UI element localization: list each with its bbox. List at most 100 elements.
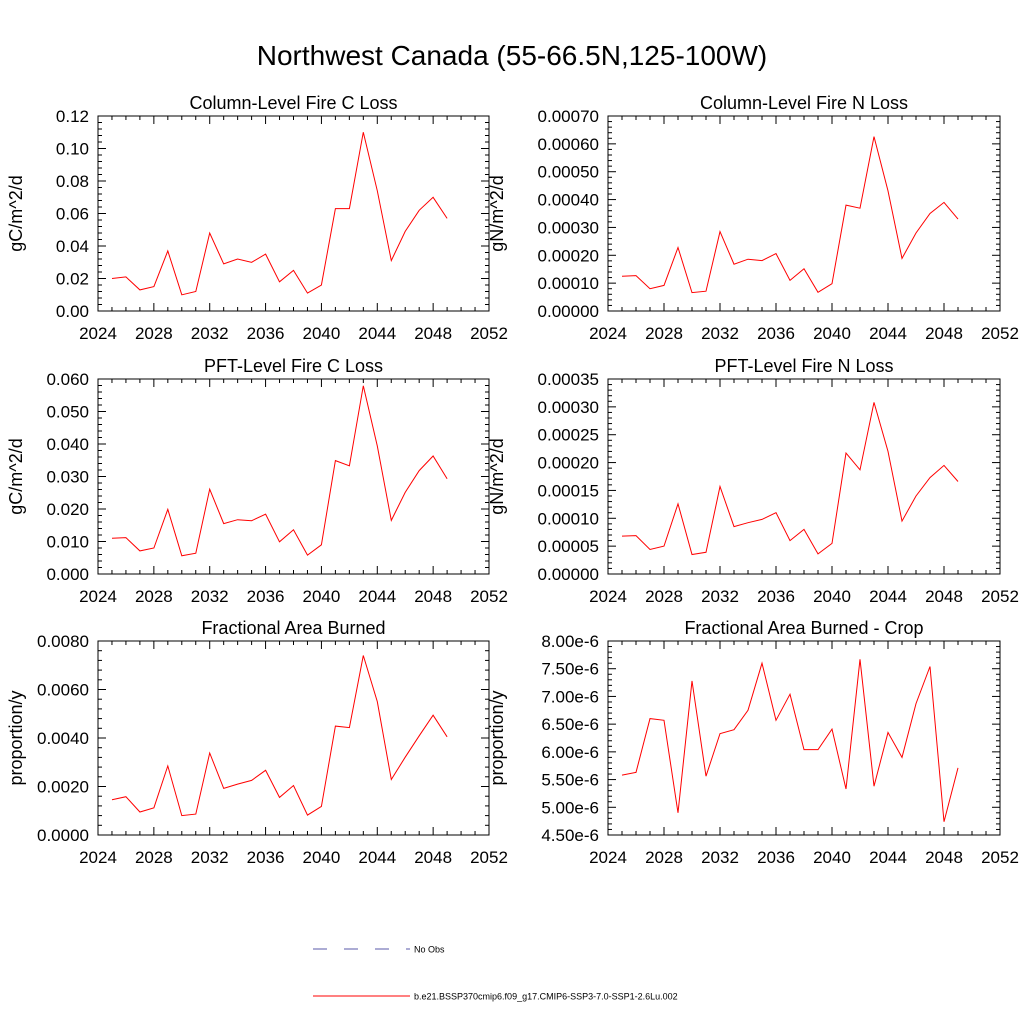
x-tick-label: 2024 xyxy=(79,587,117,606)
y-tick-label: 0.00060 xyxy=(538,135,599,154)
plot-frame xyxy=(97,115,490,312)
x-tick-label: 2028 xyxy=(645,848,683,867)
y-tick-label: 0.00050 xyxy=(538,163,599,182)
chart-title: Fractional Area Burned - Crop xyxy=(684,618,923,638)
y-tick-label: 8.00e-6 xyxy=(541,632,599,651)
chart-title: Fractional Area Burned xyxy=(201,618,385,638)
x-tick-label: 2040 xyxy=(813,848,851,867)
y-axis-label: gC/m^2/d xyxy=(6,175,26,251)
chart-panel-1: 2024 2028 2032 2036 2040 2044 2048 2052 0.00000 0… xyxy=(487,93,1019,343)
x-tick-label: 2052 xyxy=(981,324,1019,343)
y-tick-label: 0.00030 xyxy=(538,398,599,417)
chart-title: Column-Level Fire N Loss xyxy=(700,93,908,113)
y-tick-label: 0.00 xyxy=(56,302,89,321)
x-tick-label: 2052 xyxy=(470,848,508,867)
y-tick-label: 0.0040 xyxy=(37,729,89,748)
y-tick-label: 0.0020 xyxy=(37,778,89,797)
x-tick-label: 2036 xyxy=(247,587,285,606)
chart-title: PFT-Level Fire C Loss xyxy=(204,356,383,376)
x-tick-label: 2036 xyxy=(757,848,795,867)
x-tick-label: 2028 xyxy=(135,848,173,867)
y-tick-label: 7.00e-6 xyxy=(541,687,599,706)
x-tick-label: 2032 xyxy=(191,848,229,867)
x-tick-label: 2044 xyxy=(869,848,907,867)
x-tick-label: 2040 xyxy=(813,587,851,606)
y-tick-label: 5.50e-6 xyxy=(541,771,599,790)
x-tick-label: 2024 xyxy=(589,848,627,867)
y-tick-label: 0.030 xyxy=(46,468,89,487)
y-tick-label: 0.050 xyxy=(46,403,89,422)
x-tick-label: 2028 xyxy=(135,324,173,343)
series-line xyxy=(111,132,448,296)
chart-panel-4: 2024 2028 2032 2036 2040 2044 2048 2052 0.0000 0.… xyxy=(6,618,508,867)
y-axis-label: gC/m^2/d xyxy=(6,438,26,514)
x-tick-label: 2040 xyxy=(303,587,341,606)
series-line xyxy=(621,659,959,822)
y-tick-label: 0.020 xyxy=(46,500,89,519)
y-tick-label: 0.000 xyxy=(46,565,89,584)
y-tick-label: 0.04 xyxy=(56,237,89,256)
chart-title: PFT-Level Fire N Loss xyxy=(714,356,893,376)
y-tick-label: 7.50e-6 xyxy=(541,660,599,679)
x-tick-label: 2024 xyxy=(589,324,627,343)
x-tick-label: 2044 xyxy=(358,848,396,867)
x-tick-label: 2048 xyxy=(414,324,452,343)
x-tick-label: 2032 xyxy=(701,324,739,343)
x-tick-label: 2052 xyxy=(981,587,1019,606)
x-tick-label: 2032 xyxy=(191,324,229,343)
y-tick-label: 0.08 xyxy=(56,172,89,191)
y-tick-label: 0.00005 xyxy=(538,537,599,556)
y-tick-label: 0.00070 xyxy=(538,107,599,126)
series-line xyxy=(111,385,448,557)
chart-panel-3: 2024 2028 2032 2036 2040 2044 2048 2052 0.00000 0… xyxy=(487,356,1019,606)
chart-panel-0: 2024 2028 2032 2036 2040 2044 2048 2052 0.00 0.02… xyxy=(6,93,508,343)
y-tick-label: 0.12 xyxy=(56,107,89,126)
y-axis-label: proportion/y xyxy=(6,690,26,785)
chart-title: Column-Level Fire C Loss xyxy=(189,93,397,113)
y-tick-label: 0.010 xyxy=(46,533,89,552)
x-tick-label: 2032 xyxy=(701,587,739,606)
y-tick-label: 0.0080 xyxy=(37,632,89,651)
chart-panel-2: 2024 2028 2032 2036 2040 2044 2048 2052 0.000 0.0… xyxy=(6,356,508,606)
y-tick-label: 0.00035 xyxy=(538,370,599,389)
y-tick-label: 4.50e-6 xyxy=(541,826,599,845)
y-axis-label: proportion/y xyxy=(487,690,507,785)
x-tick-label: 2040 xyxy=(303,324,341,343)
x-tick-label: 2044 xyxy=(358,587,396,606)
x-tick-label: 2036 xyxy=(247,324,285,343)
y-axis-label: gN/m^2/d xyxy=(487,175,507,251)
x-tick-label: 2028 xyxy=(645,587,683,606)
y-tick-label: 0.00015 xyxy=(538,481,599,500)
x-tick-label: 2032 xyxy=(191,587,229,606)
y-tick-label: 0.00000 xyxy=(538,565,599,584)
x-tick-label: 2028 xyxy=(645,324,683,343)
x-tick-label: 2052 xyxy=(470,324,508,343)
y-tick-label: 0.00020 xyxy=(538,454,599,473)
y-tick-label: 0.00010 xyxy=(538,274,599,293)
y-axis-label: gN/m^2/d xyxy=(487,438,507,514)
y-tick-label: 0.00000 xyxy=(538,302,599,321)
x-tick-label: 2024 xyxy=(589,587,627,606)
x-tick-label: 2044 xyxy=(869,324,907,343)
y-tick-label: 6.00e-6 xyxy=(541,743,599,762)
y-tick-label: 0.02 xyxy=(56,270,89,289)
x-tick-label: 2036 xyxy=(757,587,795,606)
x-tick-label: 2044 xyxy=(358,324,396,343)
y-tick-label: 6.50e-6 xyxy=(541,715,599,734)
x-tick-label: 2048 xyxy=(925,324,963,343)
x-tick-label: 2048 xyxy=(414,587,452,606)
y-tick-label: 0.00010 xyxy=(538,509,599,528)
x-tick-label: 2024 xyxy=(79,324,117,343)
x-tick-label: 2036 xyxy=(247,848,285,867)
series-line xyxy=(621,402,959,556)
y-tick-label: 0.040 xyxy=(46,435,89,454)
y-tick-label: 0.060 xyxy=(46,370,89,389)
plot-frame xyxy=(97,640,490,836)
plot-frame xyxy=(607,115,1001,312)
y-tick-label: 0.00025 xyxy=(538,426,599,445)
y-tick-label: 0.00040 xyxy=(538,191,599,210)
page-title: Northwest Canada (55-66.5N,125-100W) xyxy=(256,40,768,71)
x-tick-label: 2032 xyxy=(701,848,739,867)
y-tick-label: 0.0060 xyxy=(37,681,89,700)
